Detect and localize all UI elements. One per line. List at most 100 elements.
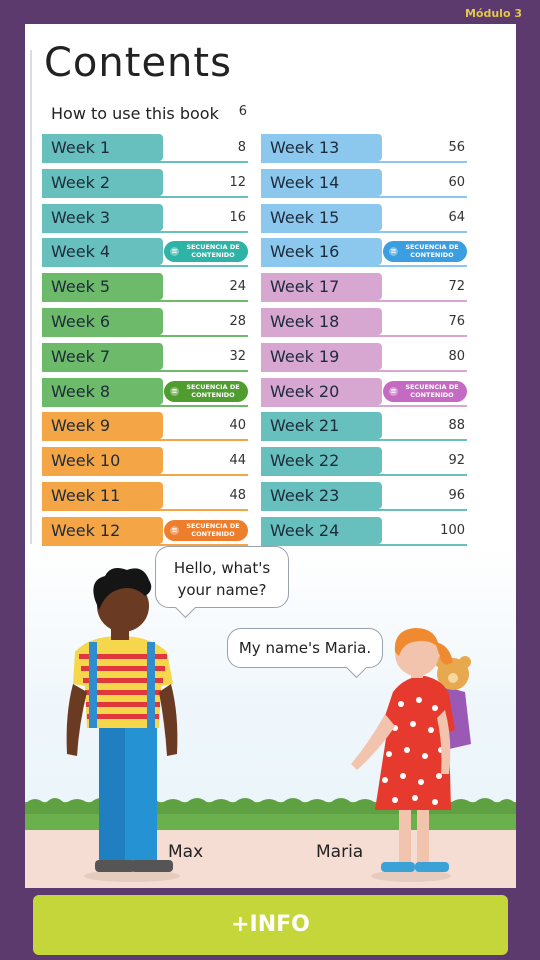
secuencia-contenido-button[interactable]: ≡ SECUENCIA DE CONTENIDO xyxy=(164,241,248,263)
week-row[interactable]: Week 3 16 xyxy=(42,203,248,233)
week-row[interactable]: Week 8 ≡ SECUENCIA DE CONTENIDO xyxy=(42,377,248,407)
speech-bubble-maria: My name's Maria. xyxy=(227,628,383,679)
week-page-number: 64 xyxy=(448,209,465,225)
secuencia-contenido-button[interactable]: ≡ SECUENCIA DE CONTENIDO xyxy=(164,519,248,541)
week-label: Week 13 xyxy=(261,134,382,161)
week-page-number: 72 xyxy=(448,279,465,295)
week-row[interactable]: Week 16 ≡ SECUENCIA DE CONTENIDO xyxy=(261,238,467,268)
week-label: Week 14 xyxy=(261,168,382,196)
week-label: Week 6 xyxy=(42,307,163,335)
name-label-max: Max xyxy=(168,842,204,862)
week-row[interactable]: Week 23 96 xyxy=(261,481,467,511)
secuencia-contenido-button[interactable]: ≡ SECUENCIA DE CONTENIDO xyxy=(383,241,467,263)
list-icon: ≡ xyxy=(170,386,179,396)
week-label: Week 22 xyxy=(261,447,382,475)
week-row[interactable]: Week 4 ≡ SECUENCIA DE CONTENIDO xyxy=(42,238,248,268)
week-page-number: 8 xyxy=(237,140,246,155)
week-label: Week 19 xyxy=(261,342,382,370)
week-page-number: 100 xyxy=(440,522,465,538)
list-icon: ≡ xyxy=(389,386,398,396)
week-row[interactable]: Week 20 ≡ SECUENCIA DE CONTENIDO xyxy=(261,377,467,407)
secuencia-contenido-button[interactable]: ≡ SECUENCIA DE CONTENIDO xyxy=(164,380,248,402)
speech-bubble-max: Hello, what's your name? xyxy=(155,546,289,619)
week-label: Week 23 xyxy=(261,481,382,509)
week-page-number: 40 xyxy=(229,418,246,434)
week-label: Week 12 xyxy=(42,516,163,544)
week-page-number: 96 xyxy=(448,487,465,503)
week-label: Week 21 xyxy=(261,412,382,440)
week-row[interactable]: Week 9 40 xyxy=(42,412,248,442)
secuencia-contenido-button[interactable]: ≡ SECUENCIA DE CONTENIDO xyxy=(383,380,467,402)
badge-label: SECUENCIA DE CONTENIDO xyxy=(186,243,240,260)
week-page-number: 28 xyxy=(229,313,246,329)
weeks-column-right: Week 13 56 Week 14 60 Week 15 64 Week 16 ≡ SECUE… xyxy=(261,134,467,546)
week-label: Week 5 xyxy=(42,273,163,301)
week-label: Week 7 xyxy=(42,342,163,370)
maria-character xyxy=(351,628,471,882)
max-character xyxy=(66,568,180,882)
week-page-number: 92 xyxy=(448,453,465,469)
week-label: Week 1 xyxy=(42,134,163,161)
week-row[interactable]: Week 13 56 xyxy=(261,134,467,163)
week-page-number: 76 xyxy=(448,313,465,329)
badge-label: SECUENCIA DE CONTENIDO xyxy=(405,382,459,399)
list-icon: ≡ xyxy=(389,247,398,257)
week-label: Week 10 xyxy=(42,447,163,475)
week-page-number: 16 xyxy=(229,209,246,225)
week-label: Week 3 xyxy=(42,203,163,231)
list-icon: ≡ xyxy=(170,525,179,535)
how-to-use-label: How to use this book xyxy=(51,104,219,123)
week-page-number: 48 xyxy=(229,487,246,503)
week-row[interactable]: Week 5 24 xyxy=(42,273,248,303)
week-row[interactable]: Week 24 100 xyxy=(261,516,467,546)
week-row[interactable]: Week 14 60 xyxy=(261,168,467,198)
badge-label: SECUENCIA DE CONTENIDO xyxy=(405,243,459,260)
how-to-use-row: How to use this book 6 xyxy=(51,104,247,123)
week-label: Week 11 xyxy=(42,481,163,509)
week-page-number: 32 xyxy=(229,348,246,364)
week-row[interactable]: Week 22 92 xyxy=(261,447,467,477)
week-label: Week 18 xyxy=(261,307,382,335)
week-row[interactable]: Week 17 72 xyxy=(261,273,467,303)
week-label: Week 17 xyxy=(261,273,382,301)
week-page-number: 12 xyxy=(229,174,246,190)
week-row[interactable]: Week 10 44 xyxy=(42,447,248,477)
week-label: Week 9 xyxy=(42,412,163,440)
week-row[interactable]: Week 15 64 xyxy=(261,203,467,233)
week-label: Week 20 xyxy=(261,377,382,405)
info-button[interactable]: +INFO xyxy=(33,895,508,955)
week-row[interactable]: Week 7 32 xyxy=(42,342,248,372)
module-label: Módulo 3 xyxy=(464,7,522,20)
week-page-number: 60 xyxy=(448,174,465,190)
week-page-number: 56 xyxy=(448,140,465,155)
week-label: Week 24 xyxy=(261,516,382,544)
week-label: Week 8 xyxy=(42,377,163,405)
week-label: Week 2 xyxy=(42,168,163,196)
badge-label: SECUENCIA DE CONTENIDO xyxy=(186,521,240,538)
week-page-number: 88 xyxy=(448,418,465,434)
week-row[interactable]: Week 6 28 xyxy=(42,307,248,337)
week-row[interactable]: Week 18 76 xyxy=(261,307,467,337)
name-label-maria: Maria xyxy=(316,842,364,862)
speech-text-maria: My name's Maria. xyxy=(238,639,372,657)
week-label: Week 16 xyxy=(261,238,382,266)
badge-label: SECUENCIA DE CONTENIDO xyxy=(186,382,240,399)
week-row[interactable]: Week 1 8 xyxy=(42,134,248,163)
week-label: Week 4 xyxy=(42,238,163,266)
page-title: Contents xyxy=(44,40,232,86)
week-row[interactable]: Week 11 48 xyxy=(42,481,248,511)
week-row[interactable]: Week 2 12 xyxy=(42,168,248,198)
speech-text-max: Hello, what's your name? xyxy=(173,559,271,599)
week-label: Week 15 xyxy=(261,203,382,231)
week-row[interactable]: Week 12 ≡ SECUENCIA DE CONTENIDO xyxy=(42,516,248,546)
week-page-number: 44 xyxy=(229,453,246,469)
how-to-use-page: 6 xyxy=(238,104,247,119)
list-icon: ≡ xyxy=(170,247,179,257)
week-row[interactable]: Week 19 80 xyxy=(261,342,467,372)
week-page-number: 24 xyxy=(229,279,246,295)
weeks-column-left: Week 1 8 Week 2 12 Week 3 16 Week 4 ≡ SECUENCIA … xyxy=(42,134,248,546)
week-row[interactable]: Week 21 88 xyxy=(261,412,467,442)
scene-illustration xyxy=(25,568,516,888)
week-page-number: 80 xyxy=(448,348,465,364)
